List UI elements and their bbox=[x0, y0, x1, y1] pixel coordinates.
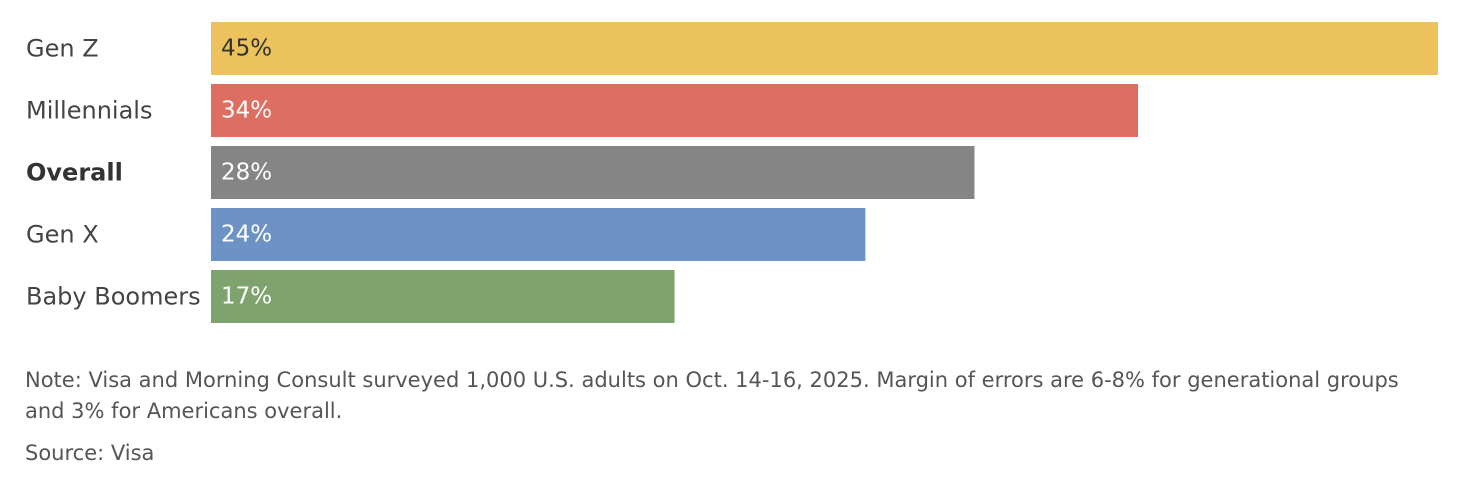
bar-overall bbox=[211, 146, 975, 199]
bar-chart: Gen Z 45% Millennials 34% Overall 28% Gen X 24%… bbox=[26, 22, 1438, 323]
bar-millennials bbox=[211, 84, 1139, 137]
value-label-overall: 28% bbox=[221, 160, 272, 186]
category-label-baby-boomers: Baby Boomers bbox=[26, 283, 201, 311]
category-label-gen-z: Gen Z bbox=[26, 35, 99, 63]
chart-source: Source: Visa bbox=[25, 441, 155, 465]
bar-gen-x bbox=[211, 208, 866, 261]
value-label-gen-z: 45% bbox=[221, 36, 272, 62]
category-label-overall: Overall bbox=[26, 159, 123, 187]
value-label-gen-x: 24% bbox=[221, 222, 272, 248]
value-label-millennials: 34% bbox=[221, 98, 272, 124]
category-label-millennials: Millennials bbox=[26, 97, 152, 125]
value-label-baby-boomers: 17% bbox=[221, 284, 272, 310]
chart-note: Note: Visa and Morning Consult surveyed … bbox=[25, 368, 1399, 423]
category-label-gen-x: Gen X bbox=[26, 221, 99, 249]
bar-gen-z bbox=[211, 22, 1438, 75]
bar-baby-boomers bbox=[211, 270, 675, 323]
